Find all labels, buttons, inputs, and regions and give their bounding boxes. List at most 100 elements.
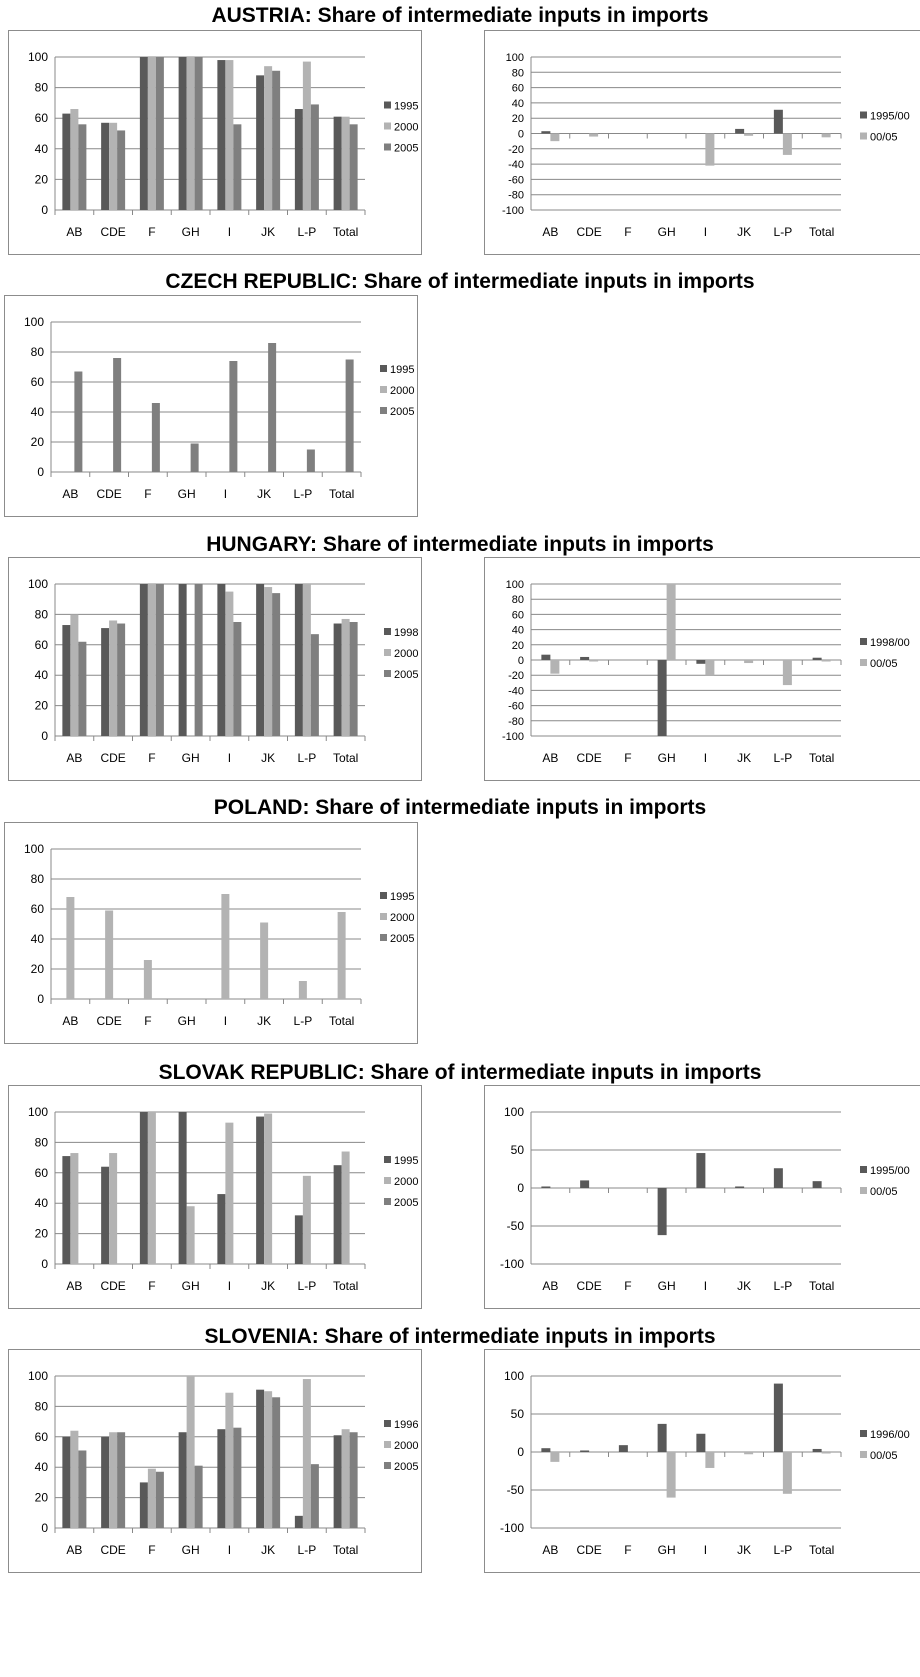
y-tick-label: 40 <box>35 1460 49 1474</box>
x-tick-label: L-P <box>298 751 317 765</box>
x-tick-label: F <box>624 751 631 765</box>
y-tick-label: 80 <box>31 345 45 359</box>
y-tick-label: 60 <box>35 111 49 125</box>
x-tick-label: JK <box>737 1543 751 1557</box>
bar-00-05-I <box>705 660 715 676</box>
x-tick-label: F <box>624 1279 631 1293</box>
bar-2000-F <box>143 960 152 999</box>
bar-1995-00-Total <box>812 1181 822 1188</box>
legend-label: 1995 <box>390 891 414 903</box>
y-tick-label: -50 <box>507 1483 525 1497</box>
legend-swatch <box>380 913 387 920</box>
y-tick-label: 50 <box>511 1143 525 1157</box>
x-tick-label: JK <box>261 1543 275 1557</box>
hungary-levels-svg: 0 20 40 60 80 100 AB CDE F GH I JK L-P Total 1998 2000 2… <box>28 577 419 765</box>
y-tick-label: 80 <box>35 1399 49 1413</box>
bar-2000-AB <box>70 614 79 736</box>
y-tick-label: 100 <box>28 50 48 64</box>
y-tick-label: -100 <box>502 731 524 743</box>
y-tick-label: 100 <box>24 315 44 329</box>
x-tick-label: L-P <box>774 1279 793 1293</box>
x-tick-label: GH <box>658 225 676 239</box>
bar-1995-Total <box>333 1165 342 1264</box>
bar-1996-F <box>139 1482 148 1528</box>
x-tick-label: CDE <box>576 751 601 765</box>
bar-1998-00-AB <box>541 654 551 660</box>
bar-2005-F <box>155 57 164 210</box>
section-title-poland: POLAND: Share of intermediate inputs in … <box>213 796 707 819</box>
bar-2000-GH <box>186 1206 195 1264</box>
x-tick-label: JK <box>737 1279 751 1293</box>
legend-swatch <box>384 1462 391 1469</box>
bar-2005-CDE <box>117 130 126 210</box>
x-tick-label: Total <box>809 1279 834 1293</box>
x-tick-label: F <box>148 225 155 239</box>
bar-1996-00-CDE <box>580 1450 590 1452</box>
legend-swatch <box>384 1420 391 1427</box>
bar-2000-AB <box>66 897 75 999</box>
x-tick-label: JK <box>737 225 751 239</box>
slovenia-levels-svg: 0 20 40 60 80 100 AB CDE F GH I JK L-P Total 1996 2000 2… <box>28 1369 419 1557</box>
y-tick-label: 40 <box>35 1196 49 1210</box>
y-tick-label: 60 <box>512 609 524 621</box>
x-tick-label: L-P <box>298 1279 317 1293</box>
bar-1996-00-I <box>696 1433 706 1452</box>
x-tick-label: CDE <box>100 1543 125 1557</box>
y-tick-label: 60 <box>35 1166 49 1180</box>
bar-2000-JK <box>264 66 273 211</box>
section-title-slovak: SLOVAK REPUBLIC: Share of intermediate i… <box>158 1061 762 1084</box>
y-tick-label: 0 <box>518 655 524 667</box>
x-tick-label: JK <box>737 751 751 765</box>
poland-levels-chart: 0 20 40 60 80 100 AB CDE F GH I JK L-P Total 1995 2000 2… <box>4 822 418 1044</box>
legend-label: 2000 <box>394 648 418 660</box>
slovak-changes-svg: -100 -50 0 50 100 AB CDE F GH I JK L-P Total 1995/00 0… <box>500 1105 910 1293</box>
bar-2000-JK <box>260 922 269 999</box>
x-tick-label: AB <box>542 1543 558 1557</box>
bar-1995-F <box>139 1112 148 1264</box>
x-tick-label: AB <box>66 225 82 239</box>
y-tick-label: 50 <box>511 1407 525 1421</box>
bar-00-05-I <box>705 133 715 166</box>
y-tick-label: 100 <box>504 1105 524 1119</box>
czech-levels-chart: 0 20 40 60 80 100 AB CDE F GH I JK L-P Total 1995 2000 2… <box>4 295 418 517</box>
slovenia-levels-chart: 0 20 40 60 80 100 AB CDE F GH I JK L-P Total 1996 2000 2… <box>8 1349 422 1573</box>
y-tick-label: 100 <box>28 1369 48 1383</box>
y-tick-label: 20 <box>31 435 45 449</box>
y-tick-label: 100 <box>506 579 524 591</box>
x-tick-label: L-P <box>298 225 317 239</box>
x-tick-label: I <box>228 751 231 765</box>
bar-2005-JK <box>272 70 281 210</box>
legend-label: 1996 <box>394 1419 418 1431</box>
bar-1996-00-L-P <box>773 1383 783 1452</box>
hungary-changes-chart: -100 -80 -60 -40 -20 0 20 40 60 80 100 AB CDE F GH I JK L… <box>484 557 920 781</box>
austria-levels-chart: 0 20 40 60 80 100 AB CDE F GH I JK L-P Total 1995 2000 2… <box>8 30 422 255</box>
legend-swatch <box>380 892 387 899</box>
x-tick-label: CDE <box>100 1279 125 1293</box>
y-tick-label: -100 <box>500 1521 524 1535</box>
legend-label: 2000 <box>394 122 418 134</box>
y-tick-label: -60 <box>508 174 524 186</box>
x-tick-label: I <box>704 751 707 765</box>
legend-swatch <box>860 1451 867 1458</box>
y-tick-label: 60 <box>31 375 45 389</box>
slovak-changes-chart: -100 -50 0 50 100 AB CDE F GH I JK L-P Total 1995/00 0… <box>484 1085 920 1309</box>
x-tick-label: GH <box>178 1014 196 1028</box>
y-tick-label: 40 <box>512 98 524 110</box>
bar-2000-Total <box>341 618 350 736</box>
y-tick-label: 40 <box>512 625 524 637</box>
slovenia-changes-svg: -100 -50 0 50 100 AB CDE F GH I JK L-P Total 1996/00 0… <box>500 1369 910 1557</box>
bar-1995-F <box>139 57 148 210</box>
y-tick-label: 0 <box>517 1445 524 1459</box>
bar-00-05-Total <box>821 133 831 138</box>
legend-swatch <box>860 1187 867 1194</box>
bar-1995-AB <box>62 1156 71 1264</box>
bar-00-05-Total <box>821 1452 831 1454</box>
bar-1995-00-AB <box>541 131 551 134</box>
bar-2000-I <box>225 1392 234 1528</box>
x-tick-label: GH <box>182 751 200 765</box>
x-tick-label: L-P <box>774 225 793 239</box>
y-tick-label: 20 <box>35 1227 49 1241</box>
x-tick-label: L-P <box>294 487 313 501</box>
bar-1995-JK <box>256 1116 265 1264</box>
y-tick-label: -100 <box>502 205 524 217</box>
